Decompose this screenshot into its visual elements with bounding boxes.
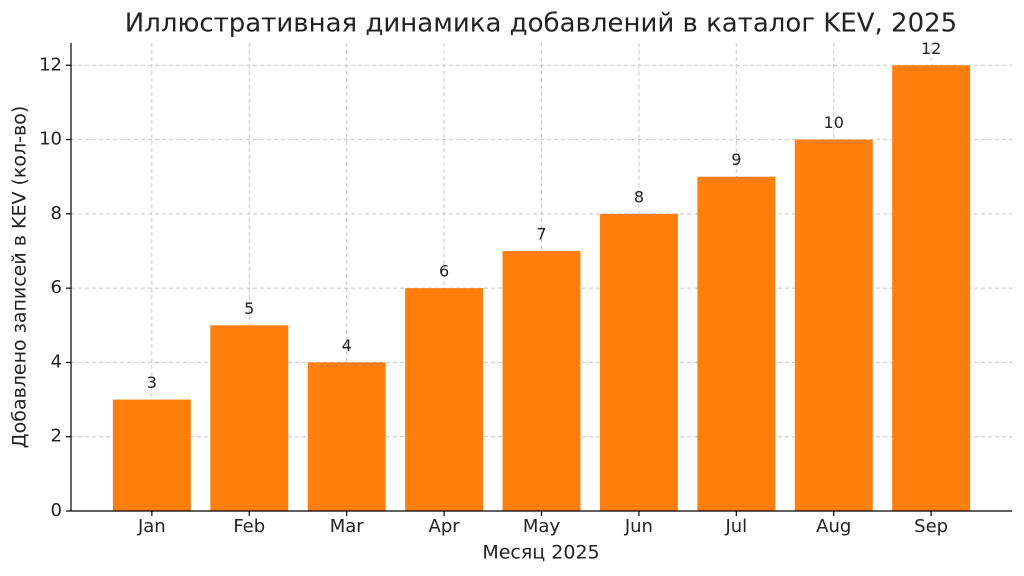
value-label: 12: [921, 39, 941, 58]
value-label: 9: [731, 150, 741, 169]
y-tick-label: 2: [51, 426, 62, 447]
bar: [794, 139, 873, 512]
bar: [697, 176, 776, 511]
x-tick-label: Jan: [137, 516, 166, 537]
x-tick-label: Jun: [624, 516, 653, 537]
x-tick-label: May: [523, 516, 561, 537]
bar: [210, 325, 289, 511]
x-axis-label: Месяц 2025: [482, 542, 599, 564]
y-tick-label: 6: [51, 277, 62, 298]
value-label: 3: [147, 373, 157, 392]
bar: [502, 251, 581, 511]
bar: [112, 399, 191, 511]
value-label: 5: [244, 299, 254, 318]
y-tick-label: 8: [51, 203, 62, 224]
value-label: 7: [536, 225, 546, 244]
bar: [599, 213, 678, 511]
value-label: 8: [634, 187, 644, 206]
x-tick-label: Sep: [914, 516, 948, 537]
x-tick-label: Jul: [724, 516, 747, 537]
bar: [892, 65, 971, 512]
chart-title: Иллюстративная динамика добавлений в кат…: [125, 9, 957, 39]
y-axis-label: Добавлено записей в KEV (кол-во): [9, 106, 31, 448]
y-tick-label: 0: [51, 500, 62, 521]
value-label: 10: [824, 113, 844, 132]
bar: [307, 362, 386, 511]
bar: [405, 288, 484, 511]
y-tick-label: 12: [39, 54, 62, 75]
y-tick-label: 4: [51, 351, 62, 372]
x-tick-label: Aug: [816, 516, 851, 537]
x-tick-label: Feb: [233, 516, 265, 537]
x-tick-label: Mar: [330, 516, 365, 537]
value-label: 4: [342, 336, 352, 355]
value-label: 6: [439, 262, 449, 281]
x-tick-label: Apr: [429, 516, 461, 537]
y-tick-label: 10: [39, 129, 62, 150]
